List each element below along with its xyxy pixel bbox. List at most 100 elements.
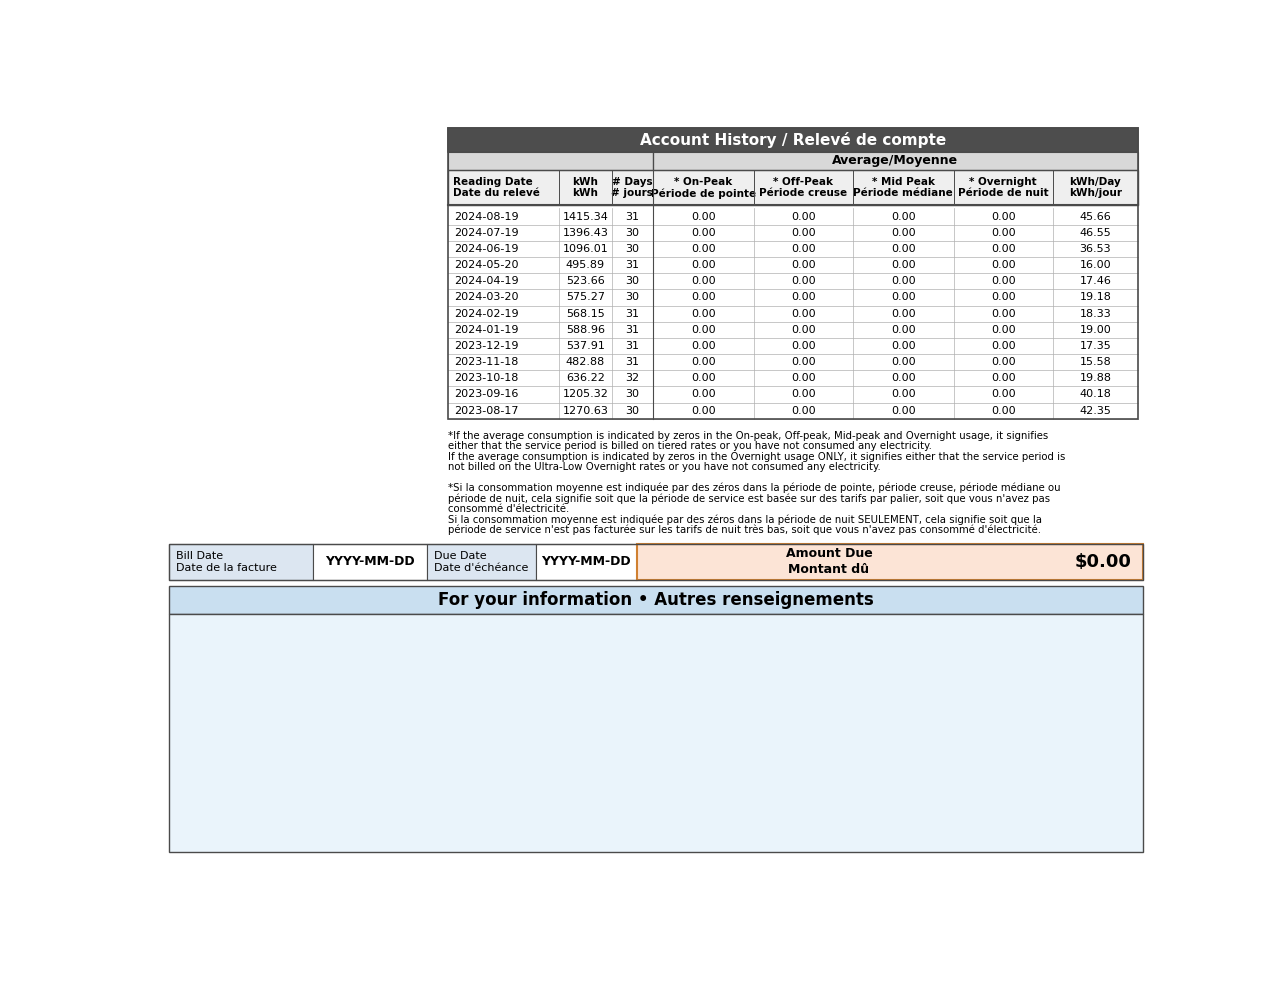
- Text: 0.00: 0.00: [891, 389, 915, 399]
- Bar: [448, 152, 653, 170]
- Text: * Mid Peak
Période médiane: * Mid Peak Période médiane: [854, 177, 954, 199]
- Text: 0.00: 0.00: [791, 341, 815, 351]
- Bar: [448, 209, 1138, 224]
- Text: 40.18: 40.18: [1079, 389, 1111, 399]
- Text: 1096.01: 1096.01: [563, 244, 608, 254]
- Text: 30: 30: [626, 405, 640, 416]
- Text: 0.00: 0.00: [891, 325, 915, 335]
- Text: 0.00: 0.00: [691, 292, 716, 303]
- Text: * Overnight
Période de nuit: * Overnight Période de nuit: [957, 177, 1048, 199]
- Text: 2023-11-18: 2023-11-18: [454, 357, 518, 367]
- Text: 15.58: 15.58: [1079, 357, 1111, 367]
- Text: 30: 30: [626, 227, 640, 237]
- Text: 0.00: 0.00: [791, 405, 815, 416]
- Text: 19.88: 19.88: [1079, 373, 1111, 383]
- Text: *Si la consommation moyenne est indiquée par des zéros dans la période de pointe: *Si la consommation moyenne est indiquée…: [448, 483, 1061, 494]
- Text: 636.22: 636.22: [566, 373, 605, 383]
- Text: consommé d'électricité.: consommé d'électricité.: [448, 503, 570, 513]
- Text: 0.00: 0.00: [691, 309, 716, 319]
- Text: 495.89: 495.89: [566, 260, 605, 270]
- Text: 18.33: 18.33: [1079, 309, 1111, 319]
- Text: Si la consommation moyenne est indiquée par des zéros dans la période de nuit SE: Si la consommation moyenne est indiquée …: [448, 514, 1042, 524]
- Text: Average/Moyenne: Average/Moyenne: [832, 154, 959, 167]
- Text: 0.00: 0.00: [791, 244, 815, 254]
- Text: * Off-Peak
Période creuse: * Off-Peak Période creuse: [759, 177, 847, 199]
- Text: 31: 31: [626, 260, 640, 270]
- Bar: [653, 152, 1138, 170]
- Bar: [312, 544, 428, 580]
- Text: 0.00: 0.00: [991, 357, 1015, 367]
- Text: 2023-08-17: 2023-08-17: [454, 405, 518, 416]
- Text: 0.00: 0.00: [991, 292, 1015, 303]
- Text: 42.35: 42.35: [1079, 405, 1111, 416]
- Text: 2024-08-19: 2024-08-19: [454, 212, 520, 221]
- Text: 0.00: 0.00: [891, 227, 915, 237]
- Bar: [448, 170, 1138, 206]
- Text: 31: 31: [626, 325, 640, 335]
- Text: 36.53: 36.53: [1079, 244, 1111, 254]
- Text: 0.00: 0.00: [791, 227, 815, 237]
- Text: 2024-06-19: 2024-06-19: [454, 244, 518, 254]
- Text: * On-Peak
Période de pointe: * On-Peak Période de pointe: [650, 177, 755, 199]
- Text: 0.00: 0.00: [691, 325, 716, 335]
- Bar: [448, 257, 1138, 273]
- Bar: [448, 170, 1138, 206]
- Text: 0.00: 0.00: [891, 244, 915, 254]
- Text: 2024-02-19: 2024-02-19: [454, 309, 520, 319]
- Text: 0.00: 0.00: [991, 341, 1015, 351]
- Text: Reading Date
Date du relevé: Reading Date Date du relevé: [453, 177, 540, 199]
- Text: 0.00: 0.00: [991, 212, 1015, 221]
- Text: 0.00: 0.00: [791, 276, 815, 286]
- Bar: [448, 128, 1138, 419]
- Text: 0.00: 0.00: [791, 309, 815, 319]
- Text: For your information • Autres renseignements: For your information • Autres renseignem…: [438, 591, 874, 609]
- Text: 2024-05-20: 2024-05-20: [454, 260, 518, 270]
- Text: période de service n'est pas facturée sur les tarifs de nuit très bas, soit que : période de service n'est pas facturée su…: [448, 524, 1042, 535]
- Text: YYYY-MM-DD: YYYY-MM-DD: [325, 555, 415, 568]
- Text: *If the average consumption is indicated by zeros in the On-peak, Off-peak, Mid-: *If the average consumption is indicated…: [448, 431, 1048, 441]
- Text: 0.00: 0.00: [791, 292, 815, 303]
- Text: 0.00: 0.00: [891, 292, 915, 303]
- Text: 0.00: 0.00: [791, 389, 815, 399]
- Bar: [448, 402, 1138, 419]
- Text: 30: 30: [626, 389, 640, 399]
- Text: 0.00: 0.00: [791, 357, 815, 367]
- Bar: [448, 306, 1138, 322]
- Text: 537.91: 537.91: [566, 341, 605, 351]
- Text: 31: 31: [626, 309, 640, 319]
- Text: 17.46: 17.46: [1079, 276, 1111, 286]
- Text: 2023-09-16: 2023-09-16: [454, 389, 518, 399]
- Text: 0.00: 0.00: [791, 325, 815, 335]
- Bar: [428, 544, 536, 580]
- Bar: [448, 322, 1138, 338]
- Bar: [169, 614, 1143, 852]
- Text: 0.00: 0.00: [791, 260, 815, 270]
- Text: 575.27: 575.27: [566, 292, 605, 303]
- Bar: [448, 224, 1138, 241]
- Text: Bill Date
Date de la facture: Bill Date Date de la facture: [175, 551, 276, 573]
- Text: 1205.32: 1205.32: [562, 389, 608, 399]
- Text: 0.00: 0.00: [791, 212, 815, 221]
- Text: 0.00: 0.00: [891, 309, 915, 319]
- Bar: [536, 544, 636, 580]
- Text: 2023-12-19: 2023-12-19: [454, 341, 518, 351]
- Text: 0.00: 0.00: [691, 389, 716, 399]
- Text: kWh
kWh: kWh kWh: [572, 177, 599, 199]
- Text: not billed on the Ultra-Low Overnight rates or you have not consumed any electri: not billed on the Ultra-Low Overnight ra…: [448, 462, 881, 473]
- Bar: [448, 338, 1138, 355]
- Text: 0.00: 0.00: [691, 357, 716, 367]
- Text: kWh/Day
kWh/jour: kWh/Day kWh/jour: [1069, 177, 1123, 199]
- Text: 2024-04-19: 2024-04-19: [454, 276, 520, 286]
- Bar: [448, 355, 1138, 370]
- Text: 19.18: 19.18: [1079, 292, 1111, 303]
- Text: 0.00: 0.00: [891, 357, 915, 367]
- Text: 30: 30: [626, 292, 640, 303]
- Text: either that the service period is billed on tiered rates or you have not consume: either that the service period is billed…: [448, 442, 932, 452]
- Text: # Days
# jours: # Days # jours: [612, 177, 653, 199]
- Text: 568.15: 568.15: [566, 309, 605, 319]
- Bar: [448, 273, 1138, 289]
- Text: 0.00: 0.00: [691, 373, 716, 383]
- Text: 30: 30: [626, 276, 640, 286]
- Bar: [448, 128, 1138, 152]
- Text: 2023-10-18: 2023-10-18: [454, 373, 518, 383]
